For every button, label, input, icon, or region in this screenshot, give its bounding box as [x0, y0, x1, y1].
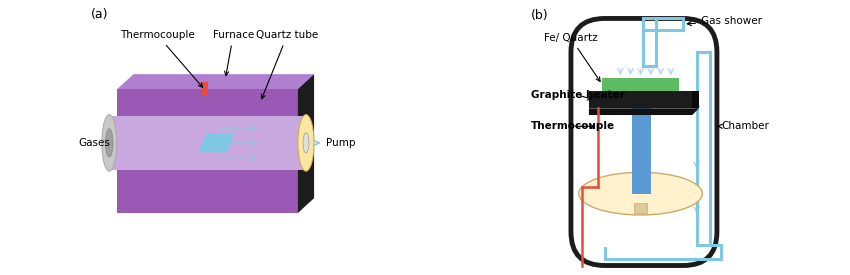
FancyBboxPatch shape — [571, 18, 717, 266]
Polygon shape — [603, 78, 679, 92]
Text: Chamber: Chamber — [718, 121, 769, 131]
Polygon shape — [589, 92, 692, 108]
Text: Thermocouple: Thermocouple — [121, 31, 202, 87]
Bar — [632, 108, 651, 194]
Polygon shape — [110, 116, 306, 170]
Polygon shape — [589, 108, 699, 115]
Polygon shape — [298, 74, 314, 213]
Ellipse shape — [102, 115, 116, 171]
Text: Pump: Pump — [326, 138, 355, 148]
Text: (b): (b) — [530, 10, 548, 23]
Ellipse shape — [105, 129, 113, 157]
Polygon shape — [117, 74, 314, 89]
Text: Fe/ Quartz: Fe/ Quartz — [544, 33, 600, 81]
Polygon shape — [117, 89, 298, 213]
Text: Gas shower: Gas shower — [688, 16, 762, 26]
Text: (a): (a) — [90, 8, 108, 21]
Ellipse shape — [303, 133, 309, 153]
Text: Graphite heater: Graphite heater — [530, 90, 625, 100]
Bar — [202, 82, 208, 96]
Polygon shape — [692, 92, 699, 108]
Polygon shape — [298, 198, 314, 213]
Bar — [634, 203, 648, 213]
Text: Gases: Gases — [78, 138, 110, 148]
Text: Furnace: Furnace — [212, 31, 254, 76]
Polygon shape — [198, 133, 235, 152]
Text: Quartz tube: Quartz tube — [256, 31, 318, 99]
Ellipse shape — [298, 115, 314, 171]
Text: Thermocouple: Thermocouple — [530, 121, 615, 131]
Ellipse shape — [579, 172, 702, 215]
